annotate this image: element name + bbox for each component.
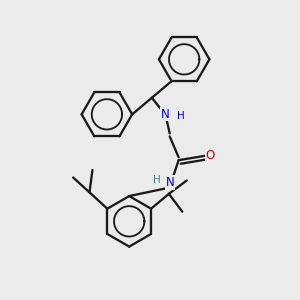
Text: H: H xyxy=(177,111,184,121)
Text: H: H xyxy=(153,176,161,185)
Text: N: N xyxy=(166,176,175,189)
Text: O: O xyxy=(206,149,215,162)
Text: N: N xyxy=(161,108,170,121)
